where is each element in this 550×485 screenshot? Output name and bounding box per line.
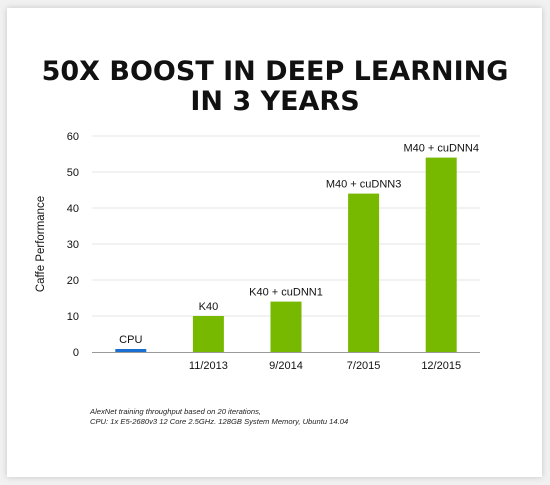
bar xyxy=(348,193,380,352)
footnote-line-1: AlexNet training throughput based on 20 … xyxy=(90,407,261,416)
bar xyxy=(192,316,224,352)
bar xyxy=(270,301,302,352)
x-tick-label: 12/2015 xyxy=(421,360,461,372)
grid-lines xyxy=(92,135,480,317)
y-tick-labels: 0 10 20 30 40 50 60 xyxy=(67,131,79,359)
y-tick-label: 10 xyxy=(67,311,79,323)
bar-label: K40 xyxy=(199,301,219,313)
title-line-2: IN 3 YEARS xyxy=(190,86,360,117)
bar-labels: CPU K40 K40 + cuDNN1 M40 + cuDNN3 M40 + cuDN… xyxy=(119,143,479,346)
bars xyxy=(115,157,457,352)
title-line-1: 50X BOOST IN DEEP LEARNING xyxy=(41,56,509,87)
bar-label: CPU xyxy=(119,334,142,346)
bar xyxy=(115,349,147,352)
bar-label: K40 + cuDNN1 xyxy=(249,287,323,299)
y-tick-label: 40 xyxy=(67,203,79,215)
footnote: AlexNet training throughput based on 20 … xyxy=(90,407,348,427)
bar-label: M40 + cuDNN4 xyxy=(403,143,479,155)
x-tick-label: 11/2013 xyxy=(189,360,228,372)
y-axis-label: Caffe Performance xyxy=(35,196,47,292)
y-tick-label: 50 xyxy=(67,167,79,179)
chart-title: 50X BOOST IN DEEP LEARNING IN 3 YEARS xyxy=(0,57,550,117)
bar-label: M40 + cuDNN3 xyxy=(326,179,402,191)
y-tick-label: 60 xyxy=(67,131,79,143)
x-tick-label: 7/2015 xyxy=(347,360,381,372)
x-tick-labels: 11/2013 9/2014 7/2015 12/2015 xyxy=(189,360,461,372)
y-tick-label: 0 xyxy=(73,347,79,359)
bar xyxy=(425,157,457,352)
y-tick-label: 30 xyxy=(67,239,79,251)
y-tick-label: 20 xyxy=(67,275,79,287)
x-tick-label: 9/2014 xyxy=(269,360,303,372)
footnote-line-2: CPU: 1x E5-2680v3 12 Core 2.5GHz. 128GB … xyxy=(90,417,349,426)
